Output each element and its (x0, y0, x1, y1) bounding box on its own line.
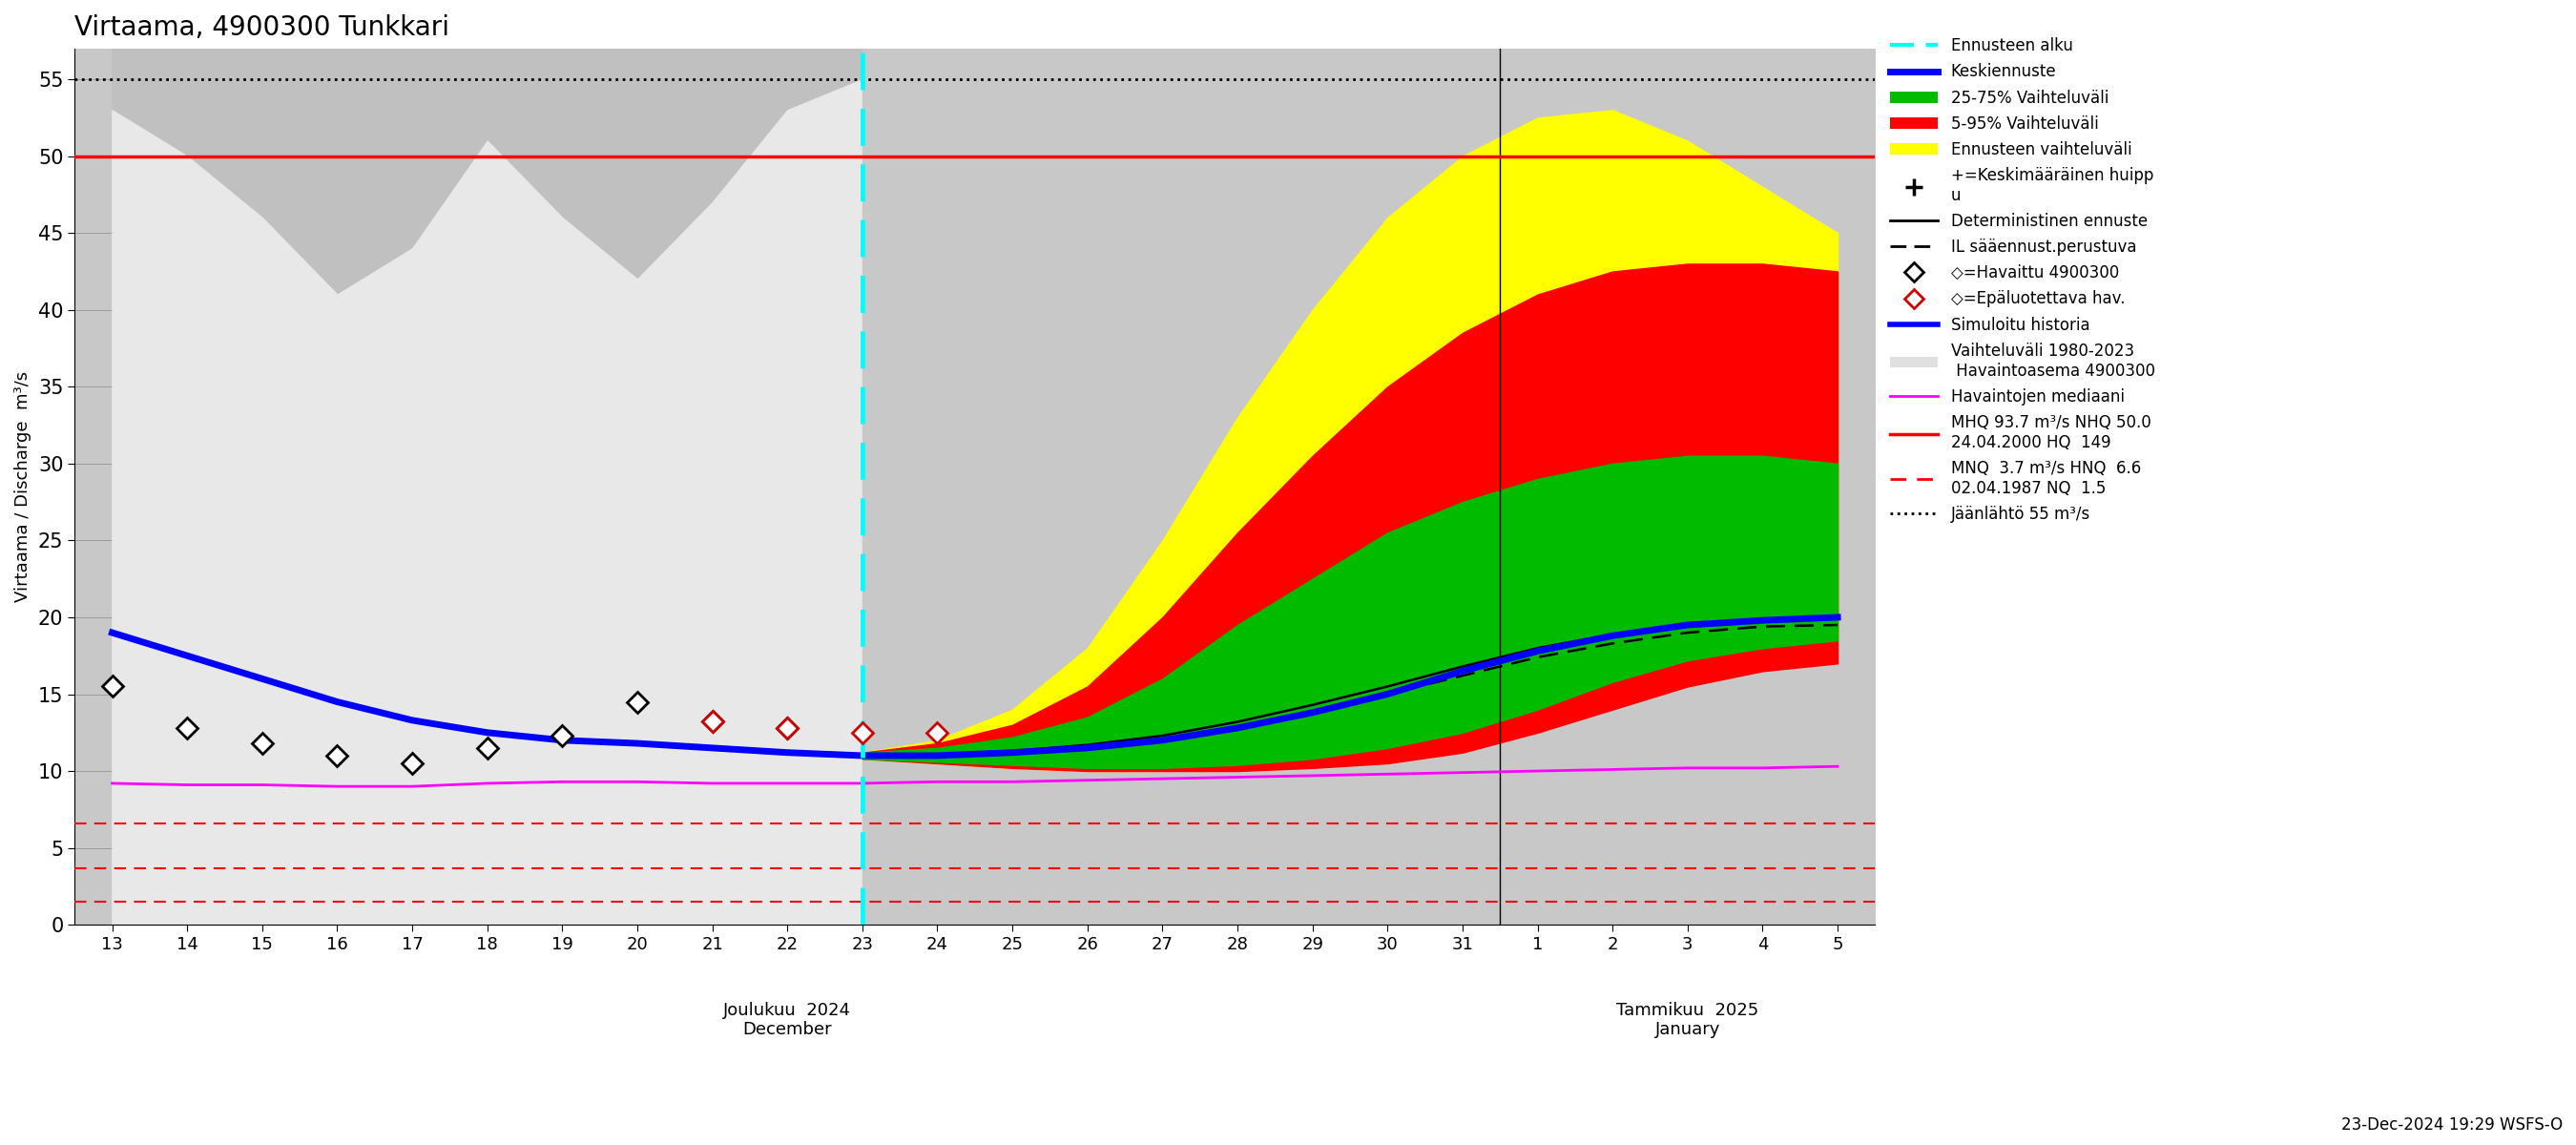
Y-axis label: Virtaama / Discharge  m³/s: Virtaama / Discharge m³/s (15, 371, 31, 602)
Text: Joulukuu  2024
December: Joulukuu 2024 December (724, 1002, 850, 1039)
Legend: Ennusteen alku, Keskiennuste, 25-75% Vaihteluväli, 5-95% Vaihteluväli, Ennusteen: Ennusteen alku, Keskiennuste, 25-75% Vai… (1883, 31, 2161, 529)
Text: 23-Dec-2024 19:29 WSFS-O: 23-Dec-2024 19:29 WSFS-O (2342, 1116, 2563, 1134)
Text: Tammikuu  2025
January: Tammikuu 2025 January (1615, 1002, 1759, 1039)
Text: Virtaama, 4900300 Tunkkari: Virtaama, 4900300 Tunkkari (75, 14, 451, 41)
